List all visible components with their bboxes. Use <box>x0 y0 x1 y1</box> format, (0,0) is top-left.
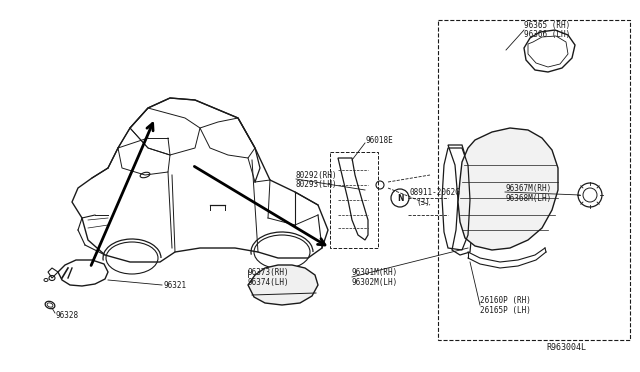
Polygon shape <box>248 265 318 305</box>
Text: 96328: 96328 <box>55 311 78 320</box>
Text: 96367M(RH): 96367M(RH) <box>505 183 551 192</box>
Text: 96366 (LH): 96366 (LH) <box>524 29 570 38</box>
Text: 26160P (RH): 26160P (RH) <box>480 295 531 305</box>
Text: 96368M(LH): 96368M(LH) <box>505 193 551 202</box>
Text: 96374(LH): 96374(LH) <box>248 278 290 286</box>
Polygon shape <box>458 128 558 250</box>
Text: 96018E: 96018E <box>365 135 393 144</box>
Text: R963004L: R963004L <box>546 343 586 353</box>
Text: N: N <box>397 193 403 202</box>
Text: 96365 (RH): 96365 (RH) <box>524 20 570 29</box>
Text: 80292(RH): 80292(RH) <box>296 170 338 180</box>
Text: 96373(RH): 96373(RH) <box>248 269 290 278</box>
Text: (3): (3) <box>416 198 430 206</box>
Text: 96321: 96321 <box>164 280 187 289</box>
Text: 96301M(RH): 96301M(RH) <box>352 267 398 276</box>
Text: 80293(LH): 80293(LH) <box>296 180 338 189</box>
Text: 96302M(LH): 96302M(LH) <box>352 278 398 286</box>
Text: 08911-2062G: 08911-2062G <box>410 187 461 196</box>
Text: 26165P (LH): 26165P (LH) <box>480 305 531 314</box>
